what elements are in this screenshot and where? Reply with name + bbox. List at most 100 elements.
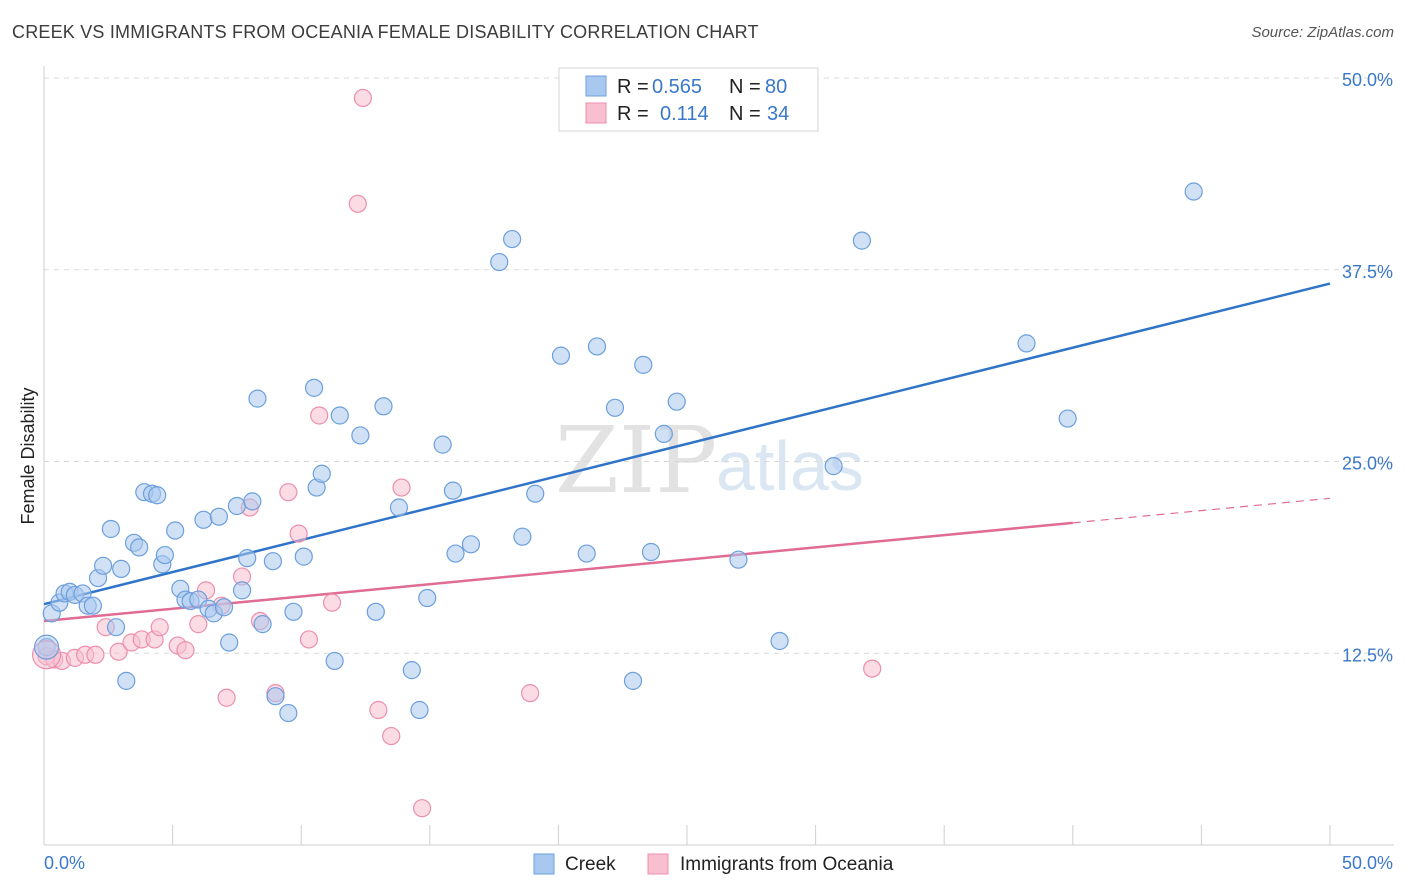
creek-point	[266, 687, 285, 706]
creek-point	[83, 596, 102, 615]
creek-point	[106, 618, 126, 637]
oceania-point	[392, 478, 411, 497]
creek-point	[587, 337, 607, 356]
oceania-point	[299, 630, 319, 649]
creek-point	[513, 527, 532, 546]
legend-n-value-oceania: 34	[767, 103, 789, 125]
oceania-point	[310, 406, 329, 425]
creek-point	[623, 671, 643, 690]
oceania-point	[521, 684, 540, 703]
creek-point	[284, 602, 303, 621]
creek-point	[166, 521, 185, 540]
creek-point	[194, 510, 213, 529]
creek-point	[248, 389, 267, 408]
legend-r-value-oceania: 0.114	[660, 103, 709, 125]
legend-r-label-creek: R =	[617, 76, 649, 98]
legend-swatch-oceania	[585, 102, 607, 124]
creek-point	[209, 507, 228, 526]
bottom-legend-swatch-oceania	[647, 853, 669, 875]
creek-point	[33, 634, 60, 660]
creek-point	[402, 661, 421, 680]
creek-point	[551, 346, 571, 365]
creek-point	[461, 535, 481, 554]
legend-r-label-oceania: R =	[617, 103, 649, 125]
creek-point	[824, 457, 843, 476]
creek-point	[214, 598, 234, 617]
creek-point	[1017, 334, 1036, 353]
creek-point	[148, 486, 167, 505]
y-tick-labels: 12.5% 25.0% 37.5% 50.0%	[1342, 70, 1393, 665]
legend-n-value-creek: 80	[765, 76, 787, 98]
oceania-point	[353, 88, 373, 108]
bottom-legend-label-creek: Creek	[565, 854, 616, 875]
creek-point	[410, 700, 429, 720]
creek-point	[243, 492, 262, 511]
creek-point	[253, 615, 272, 634]
legend-r-value-creek: 0.565	[652, 76, 702, 98]
watermark-zip: ZIP	[555, 407, 717, 514]
creek-point	[130, 538, 149, 557]
creek-point	[312, 464, 331, 483]
creek-point	[1058, 409, 1077, 428]
creek-point	[1184, 182, 1203, 201]
stats-legend: R = 0.565 N = 80 R = 0.114 N = 34	[558, 67, 819, 132]
creek-point	[577, 544, 596, 563]
creek-point	[155, 545, 174, 565]
oceania-point	[217, 688, 236, 707]
creek-point	[94, 556, 113, 575]
creek-point	[667, 392, 686, 411]
creek-point	[641, 542, 661, 562]
axes	[43, 66, 1394, 846]
bottom-legend-swatch-creek	[533, 853, 555, 875]
bottom-legend-label-oceania: Immigrants from Oceania	[680, 854, 894, 875]
creek-trend-line	[43, 282, 1331, 606]
creek-point	[526, 484, 545, 503]
oceania-point	[109, 642, 128, 661]
creek-point	[446, 544, 465, 563]
creek-point	[294, 547, 313, 566]
y-tick-label: 37.5%	[1342, 262, 1393, 282]
oceania-point	[86, 645, 105, 664]
legend-n-label-creek: N =	[729, 76, 761, 98]
oceania-point	[369, 700, 388, 720]
creek-point	[117, 671, 136, 690]
y-tick-label: 25.0%	[1342, 454, 1393, 474]
creek-point	[654, 424, 673, 443]
creek-point	[852, 231, 871, 250]
source-label: Source: ZipAtlas.com	[1251, 24, 1394, 41]
oceania-point	[279, 483, 298, 502]
creek-point	[232, 581, 252, 600]
x-tick-label-min: 0.0%	[44, 853, 85, 873]
creek-point	[366, 602, 385, 621]
series-legend: Creek Immigrants from Oceania	[533, 853, 894, 875]
creek-point	[433, 435, 452, 454]
creek-point	[443, 481, 463, 500]
creek-point	[325, 651, 344, 671]
oceania-point	[863, 659, 882, 678]
oceania-point	[176, 641, 195, 660]
legend-n-label-oceania: N =	[729, 103, 761, 125]
creek-point	[374, 397, 393, 416]
oceania-point	[382, 726, 401, 746]
creek-point	[770, 631, 789, 651]
legend-swatch-creek	[585, 75, 607, 97]
x-tick-label-max: 50.0%	[1342, 853, 1393, 873]
creek-point	[304, 378, 324, 397]
oceania-point	[322, 593, 342, 612]
creek-point	[605, 398, 625, 417]
creek-point	[238, 549, 257, 568]
creek-point	[227, 496, 246, 516]
y-tick-label: 12.5%	[1342, 645, 1393, 665]
oceania-point	[348, 194, 367, 213]
creek-point	[418, 588, 437, 608]
creek-point	[634, 355, 653, 374]
creek-point	[503, 229, 522, 249]
oceania-point	[289, 524, 308, 543]
creek-point	[729, 550, 748, 569]
creek-point	[101, 519, 120, 539]
y-tick-label: 50.0%	[1342, 70, 1393, 90]
data-points	[31, 88, 1203, 818]
y-axis-title: Female Disability	[18, 387, 38, 524]
creek-point	[220, 633, 239, 652]
